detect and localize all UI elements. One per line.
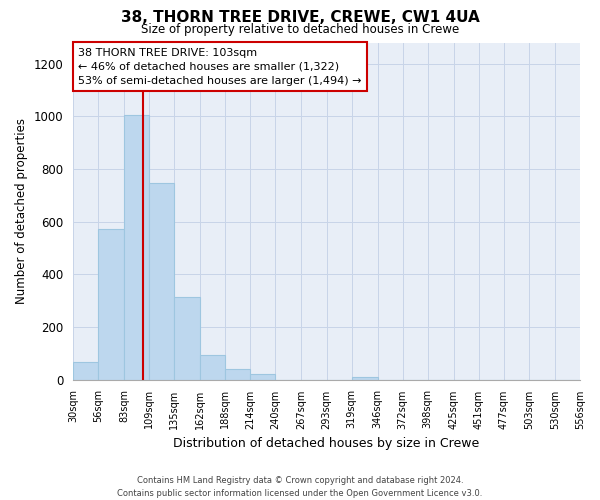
Bar — [124, 115, 149, 380]
Bar — [73, 362, 98, 380]
Bar — [352, 377, 377, 380]
Bar — [250, 374, 275, 380]
Text: 38 THORN TREE DRIVE: 103sqm
← 46% of detached houses are smaller (1,322)
53% of : 38 THORN TREE DRIVE: 103sqm ← 46% of det… — [78, 48, 362, 86]
Bar — [226, 369, 250, 380]
Bar — [174, 296, 200, 380]
X-axis label: Distribution of detached houses by size in Crewe: Distribution of detached houses by size … — [173, 437, 479, 450]
Text: Size of property relative to detached houses in Crewe: Size of property relative to detached ho… — [141, 22, 459, 36]
Bar — [149, 184, 174, 380]
Y-axis label: Number of detached properties: Number of detached properties — [15, 118, 28, 304]
Bar — [98, 230, 124, 380]
Text: 38, THORN TREE DRIVE, CREWE, CW1 4UA: 38, THORN TREE DRIVE, CREWE, CW1 4UA — [121, 10, 479, 25]
Text: Contains HM Land Registry data © Crown copyright and database right 2024.
Contai: Contains HM Land Registry data © Crown c… — [118, 476, 482, 498]
Bar — [200, 354, 226, 380]
